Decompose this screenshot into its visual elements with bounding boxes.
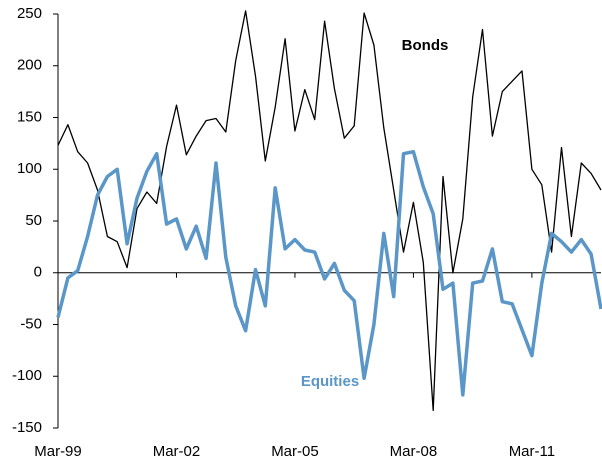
- series-line: [56, 149, 602, 397]
- x-tick-label: Mar-99: [34, 443, 82, 460]
- y-tick-label: 50: [25, 212, 42, 229]
- x-tick-label: Mar-02: [153, 443, 201, 460]
- y-tick-label: 0: [34, 264, 42, 281]
- series-label: Bonds: [402, 37, 449, 54]
- y-tick-label: 100: [17, 160, 42, 177]
- x-tick-label: Mar-05: [271, 443, 319, 460]
- y-tick-label: -150: [12, 419, 42, 436]
- x-tick-label: Mar-11: [509, 443, 555, 460]
- series-line: [57, 10, 602, 412]
- x-tick-label: Mar-08: [390, 443, 438, 460]
- y-tick-label: 200: [17, 57, 42, 74]
- y-tick-label: 250: [17, 5, 42, 22]
- y-tick-label: -100: [12, 367, 42, 384]
- series-label: Equities: [301, 373, 359, 390]
- y-tick-label: 150: [17, 108, 42, 125]
- y-tick-label: -50: [20, 315, 42, 332]
